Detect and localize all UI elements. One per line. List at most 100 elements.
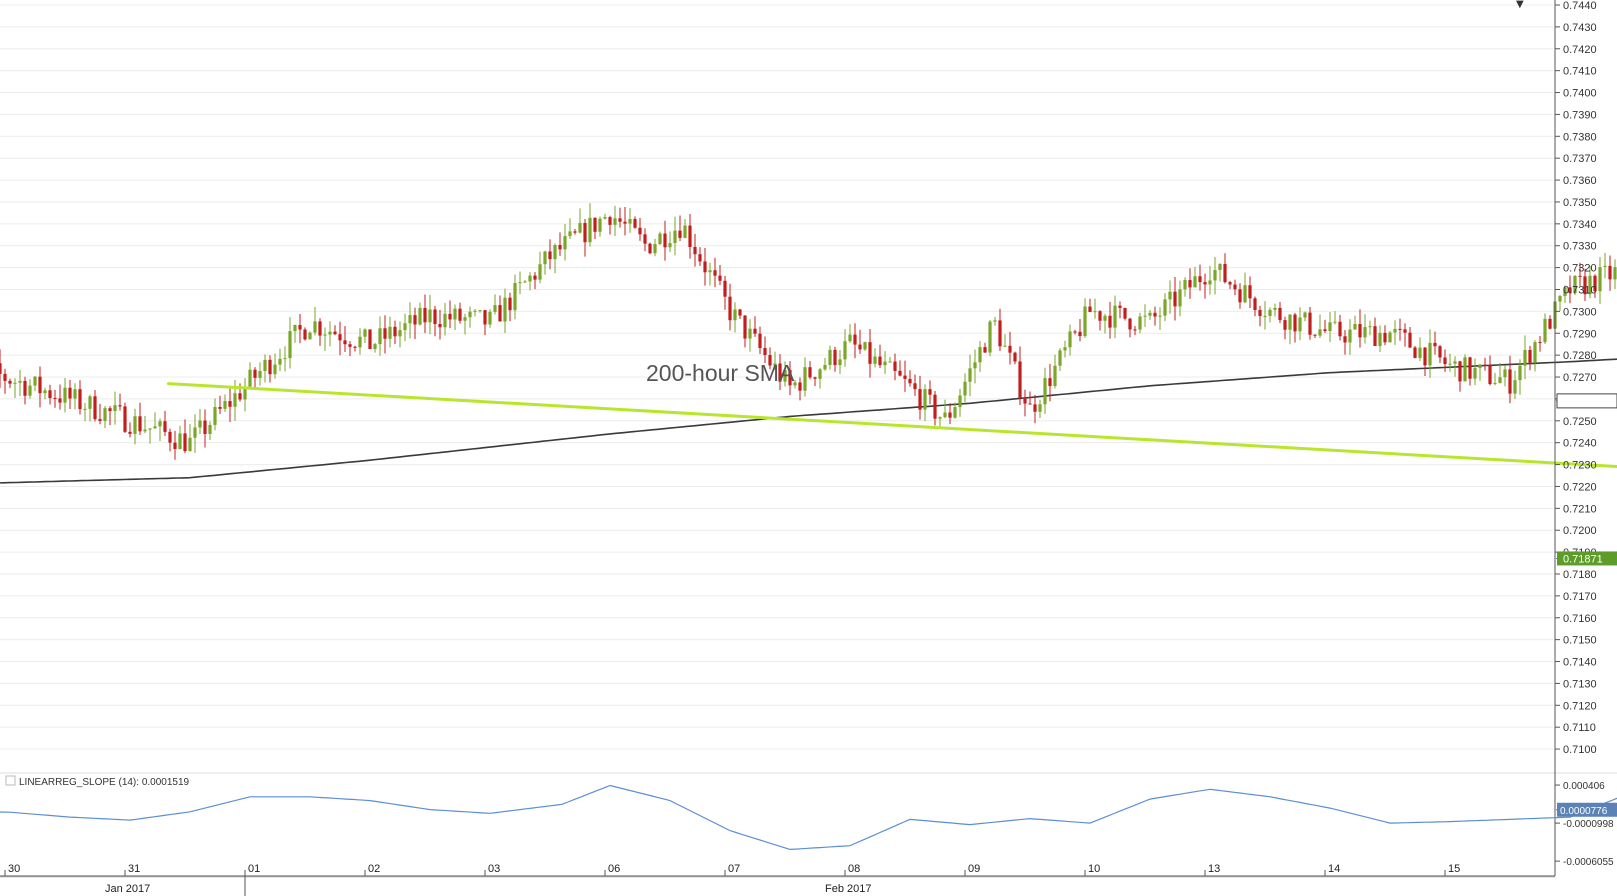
y-tick-label: 0.7180 — [1563, 569, 1597, 581]
candle-up — [943, 399, 947, 419]
candle-body — [453, 308, 457, 320]
candle-body — [1488, 365, 1492, 385]
candle-body — [1063, 347, 1067, 351]
y-tick-label: 0.7230 — [1563, 460, 1597, 472]
candle-down — [1423, 347, 1427, 376]
candle-up — [683, 219, 687, 239]
candle-up — [823, 357, 827, 371]
candle-down — [778, 354, 782, 391]
candle-up — [1158, 307, 1162, 330]
candle-down — [933, 390, 937, 426]
candle-up — [883, 351, 887, 375]
candle-body — [428, 309, 432, 323]
candle-body — [258, 370, 262, 378]
y-tick-label: 0.7380 — [1563, 131, 1597, 143]
candle-body — [353, 346, 357, 348]
candle-body — [1408, 332, 1412, 348]
candle-body — [1163, 299, 1167, 316]
candle-body — [1038, 404, 1042, 412]
candle-body — [58, 398, 62, 403]
candle-up — [748, 319, 752, 352]
candle-body — [818, 369, 822, 379]
candle-up — [1183, 277, 1187, 297]
candle-down — [1248, 276, 1252, 309]
candle-up — [1378, 325, 1382, 352]
candle-up — [403, 313, 407, 342]
candle-body — [628, 219, 632, 224]
candle-up — [373, 342, 377, 353]
candle-body — [333, 331, 337, 335]
candle-body — [1213, 270, 1217, 281]
candle-down — [713, 257, 717, 288]
candle-body — [1288, 314, 1292, 330]
candle-body — [908, 378, 912, 384]
candle-body — [733, 309, 737, 321]
candle-body — [208, 424, 212, 434]
indicator-legend-icon[interactable] — [5, 775, 16, 786]
candle-body — [1403, 329, 1407, 333]
candle-down — [1258, 305, 1262, 327]
candle-down — [228, 385, 232, 423]
candle-down — [633, 216, 637, 229]
candle-down — [1233, 279, 1237, 296]
candle-body — [1328, 322, 1332, 332]
candle-body — [318, 321, 322, 336]
candle-body — [543, 251, 547, 265]
candle-body — [668, 243, 672, 248]
candle-down — [1308, 306, 1312, 340]
candle-body — [3, 373, 7, 381]
candle-body — [338, 334, 342, 341]
candle-down — [1088, 298, 1092, 313]
candle-body — [63, 387, 67, 403]
candle-up — [988, 319, 992, 357]
candle-body — [1483, 364, 1487, 366]
chevron-down-icon[interactable]: ▼ — [1516, 0, 1524, 10]
candle-down — [1283, 316, 1287, 340]
candle-body — [888, 361, 892, 363]
y-tick-label: 0.7240 — [1563, 438, 1597, 450]
candle-body — [1168, 291, 1172, 300]
candle-up — [43, 387, 47, 400]
y-tick-label: 0.7400 — [1563, 88, 1597, 100]
candle-body — [1348, 329, 1352, 343]
candle-up — [148, 428, 152, 444]
y-tick-label: 0.7420 — [1563, 44, 1597, 56]
candle-body — [978, 347, 982, 363]
candle-down — [1408, 326, 1412, 348]
y-tick-label: 0.7340 — [1563, 219, 1597, 231]
candle-down — [1123, 307, 1127, 321]
candle-body — [1313, 334, 1317, 336]
candle-up — [1208, 265, 1212, 295]
candle-up — [923, 384, 927, 422]
candle-down — [483, 309, 487, 336]
candle-up — [1393, 320, 1397, 345]
candle-body — [398, 330, 402, 337]
candle-down — [903, 360, 907, 392]
candle-down — [728, 283, 732, 331]
candle-body — [68, 387, 72, 399]
candle-up — [538, 251, 542, 284]
candle-body — [253, 369, 257, 378]
candle-body — [1013, 352, 1017, 362]
candle-up — [628, 208, 632, 233]
candle-body — [1548, 318, 1552, 329]
candle-down — [858, 329, 862, 354]
candle-down — [868, 329, 872, 378]
candle-up — [873, 348, 877, 368]
candle-up — [958, 388, 962, 417]
candle-body — [328, 331, 332, 335]
candle-body — [693, 247, 697, 255]
candle-body — [238, 393, 242, 400]
y-tick-label: 0.7370 — [1563, 153, 1597, 165]
candle-down — [1488, 355, 1492, 386]
candle-body — [1188, 280, 1192, 288]
candle-body — [1143, 315, 1147, 317]
candle-body — [48, 390, 52, 399]
candle-body — [1568, 287, 1572, 294]
candle-up — [588, 203, 592, 247]
candle-down — [918, 375, 922, 420]
candle-up — [1268, 307, 1272, 323]
time-axis: 30 31 01 02 03 06 07 08 09 10 13 14 15 Jan 2017 Feb 20… — [0, 863, 1555, 896]
candle-down — [703, 247, 707, 286]
